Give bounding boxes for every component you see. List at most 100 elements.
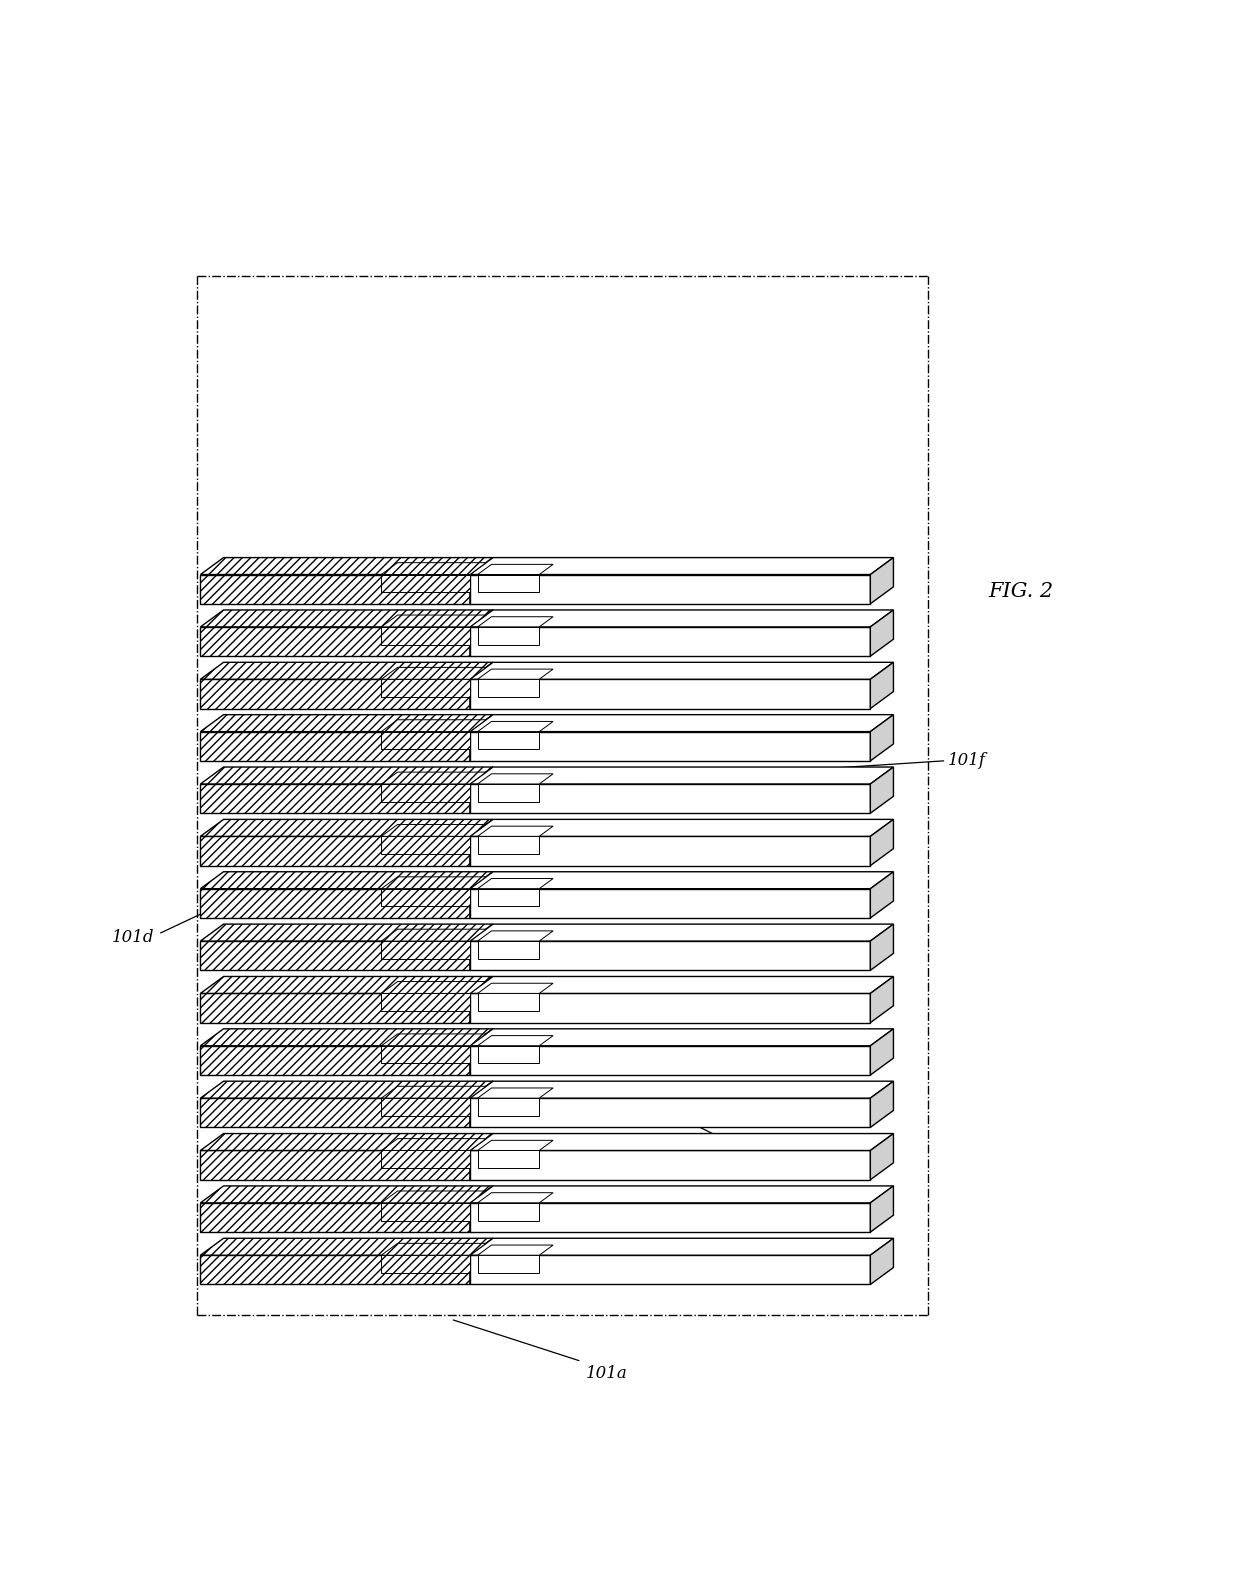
Polygon shape [477, 722, 553, 731]
Polygon shape [201, 1150, 470, 1180]
Polygon shape [201, 1046, 470, 1074]
Polygon shape [870, 1081, 894, 1128]
Polygon shape [201, 574, 470, 604]
Polygon shape [477, 731, 539, 749]
Polygon shape [477, 783, 539, 802]
Polygon shape [382, 680, 470, 697]
Polygon shape [470, 1255, 870, 1285]
Polygon shape [470, 610, 894, 628]
Polygon shape [470, 768, 494, 813]
Polygon shape [870, 820, 894, 865]
Polygon shape [477, 994, 539, 1011]
Polygon shape [382, 941, 470, 960]
Polygon shape [477, 617, 553, 628]
Polygon shape [470, 680, 870, 708]
Polygon shape [470, 1134, 894, 1150]
Polygon shape [201, 1238, 494, 1255]
Polygon shape [201, 820, 494, 837]
Polygon shape [870, 557, 894, 604]
Polygon shape [382, 1087, 486, 1098]
Polygon shape [477, 1150, 539, 1169]
Polygon shape [470, 1238, 494, 1285]
Polygon shape [382, 783, 470, 802]
Polygon shape [470, 574, 870, 604]
Polygon shape [201, 557, 494, 574]
Polygon shape [477, 1255, 539, 1273]
Polygon shape [870, 662, 894, 708]
Polygon shape [470, 557, 494, 604]
Polygon shape [870, 768, 894, 813]
Polygon shape [870, 714, 894, 761]
Polygon shape [470, 994, 870, 1022]
Polygon shape [201, 783, 470, 813]
Text: 101a: 101a [585, 1365, 627, 1383]
Polygon shape [477, 879, 553, 889]
Polygon shape [470, 1046, 870, 1074]
Polygon shape [477, 1192, 553, 1203]
Polygon shape [477, 941, 539, 960]
Polygon shape [201, 977, 494, 994]
Polygon shape [477, 774, 553, 783]
Polygon shape [201, 768, 494, 783]
Polygon shape [477, 628, 539, 645]
Polygon shape [470, 871, 894, 889]
Polygon shape [870, 923, 894, 971]
Polygon shape [382, 1139, 486, 1150]
Polygon shape [477, 931, 553, 941]
Polygon shape [470, 557, 894, 574]
Text: 101f: 101f [947, 752, 986, 769]
Polygon shape [470, 837, 870, 865]
Polygon shape [382, 1033, 486, 1046]
Polygon shape [477, 574, 539, 593]
Polygon shape [382, 667, 486, 680]
Polygon shape [201, 889, 470, 919]
Polygon shape [201, 680, 470, 708]
Polygon shape [470, 662, 494, 708]
Polygon shape [201, 714, 494, 731]
Polygon shape [477, 826, 553, 837]
Polygon shape [382, 994, 470, 1011]
Polygon shape [470, 610, 494, 656]
Polygon shape [382, 720, 486, 731]
Polygon shape [470, 628, 870, 656]
Polygon shape [201, 1203, 470, 1232]
Polygon shape [201, 837, 470, 865]
Polygon shape [870, 977, 894, 1022]
Polygon shape [201, 1081, 494, 1098]
Polygon shape [477, 1046, 539, 1063]
Polygon shape [477, 669, 553, 680]
Polygon shape [382, 563, 486, 574]
Polygon shape [382, 772, 486, 783]
Polygon shape [870, 871, 894, 919]
Polygon shape [201, 1255, 470, 1285]
Polygon shape [870, 1134, 894, 1180]
Polygon shape [470, 714, 894, 731]
Polygon shape [382, 1203, 470, 1221]
Polygon shape [470, 1150, 870, 1180]
Polygon shape [201, 871, 494, 889]
Polygon shape [470, 977, 894, 994]
Polygon shape [470, 1029, 494, 1074]
Polygon shape [870, 610, 894, 656]
Polygon shape [477, 1089, 553, 1098]
Polygon shape [201, 1029, 494, 1046]
Polygon shape [201, 923, 494, 941]
Polygon shape [470, 977, 494, 1022]
Polygon shape [201, 731, 470, 761]
Polygon shape [201, 1134, 494, 1150]
Text: 101: 101 [756, 1155, 789, 1172]
Polygon shape [477, 889, 539, 906]
Polygon shape [470, 1081, 894, 1098]
Polygon shape [382, 1046, 470, 1063]
Polygon shape [470, 923, 494, 971]
Polygon shape [470, 871, 494, 919]
Polygon shape [470, 941, 870, 971]
Polygon shape [201, 628, 470, 656]
Polygon shape [201, 1098, 470, 1128]
Polygon shape [477, 837, 539, 854]
Polygon shape [201, 662, 494, 680]
Polygon shape [477, 1246, 553, 1255]
Polygon shape [382, 615, 486, 628]
Polygon shape [470, 1238, 894, 1255]
Polygon shape [477, 983, 553, 994]
